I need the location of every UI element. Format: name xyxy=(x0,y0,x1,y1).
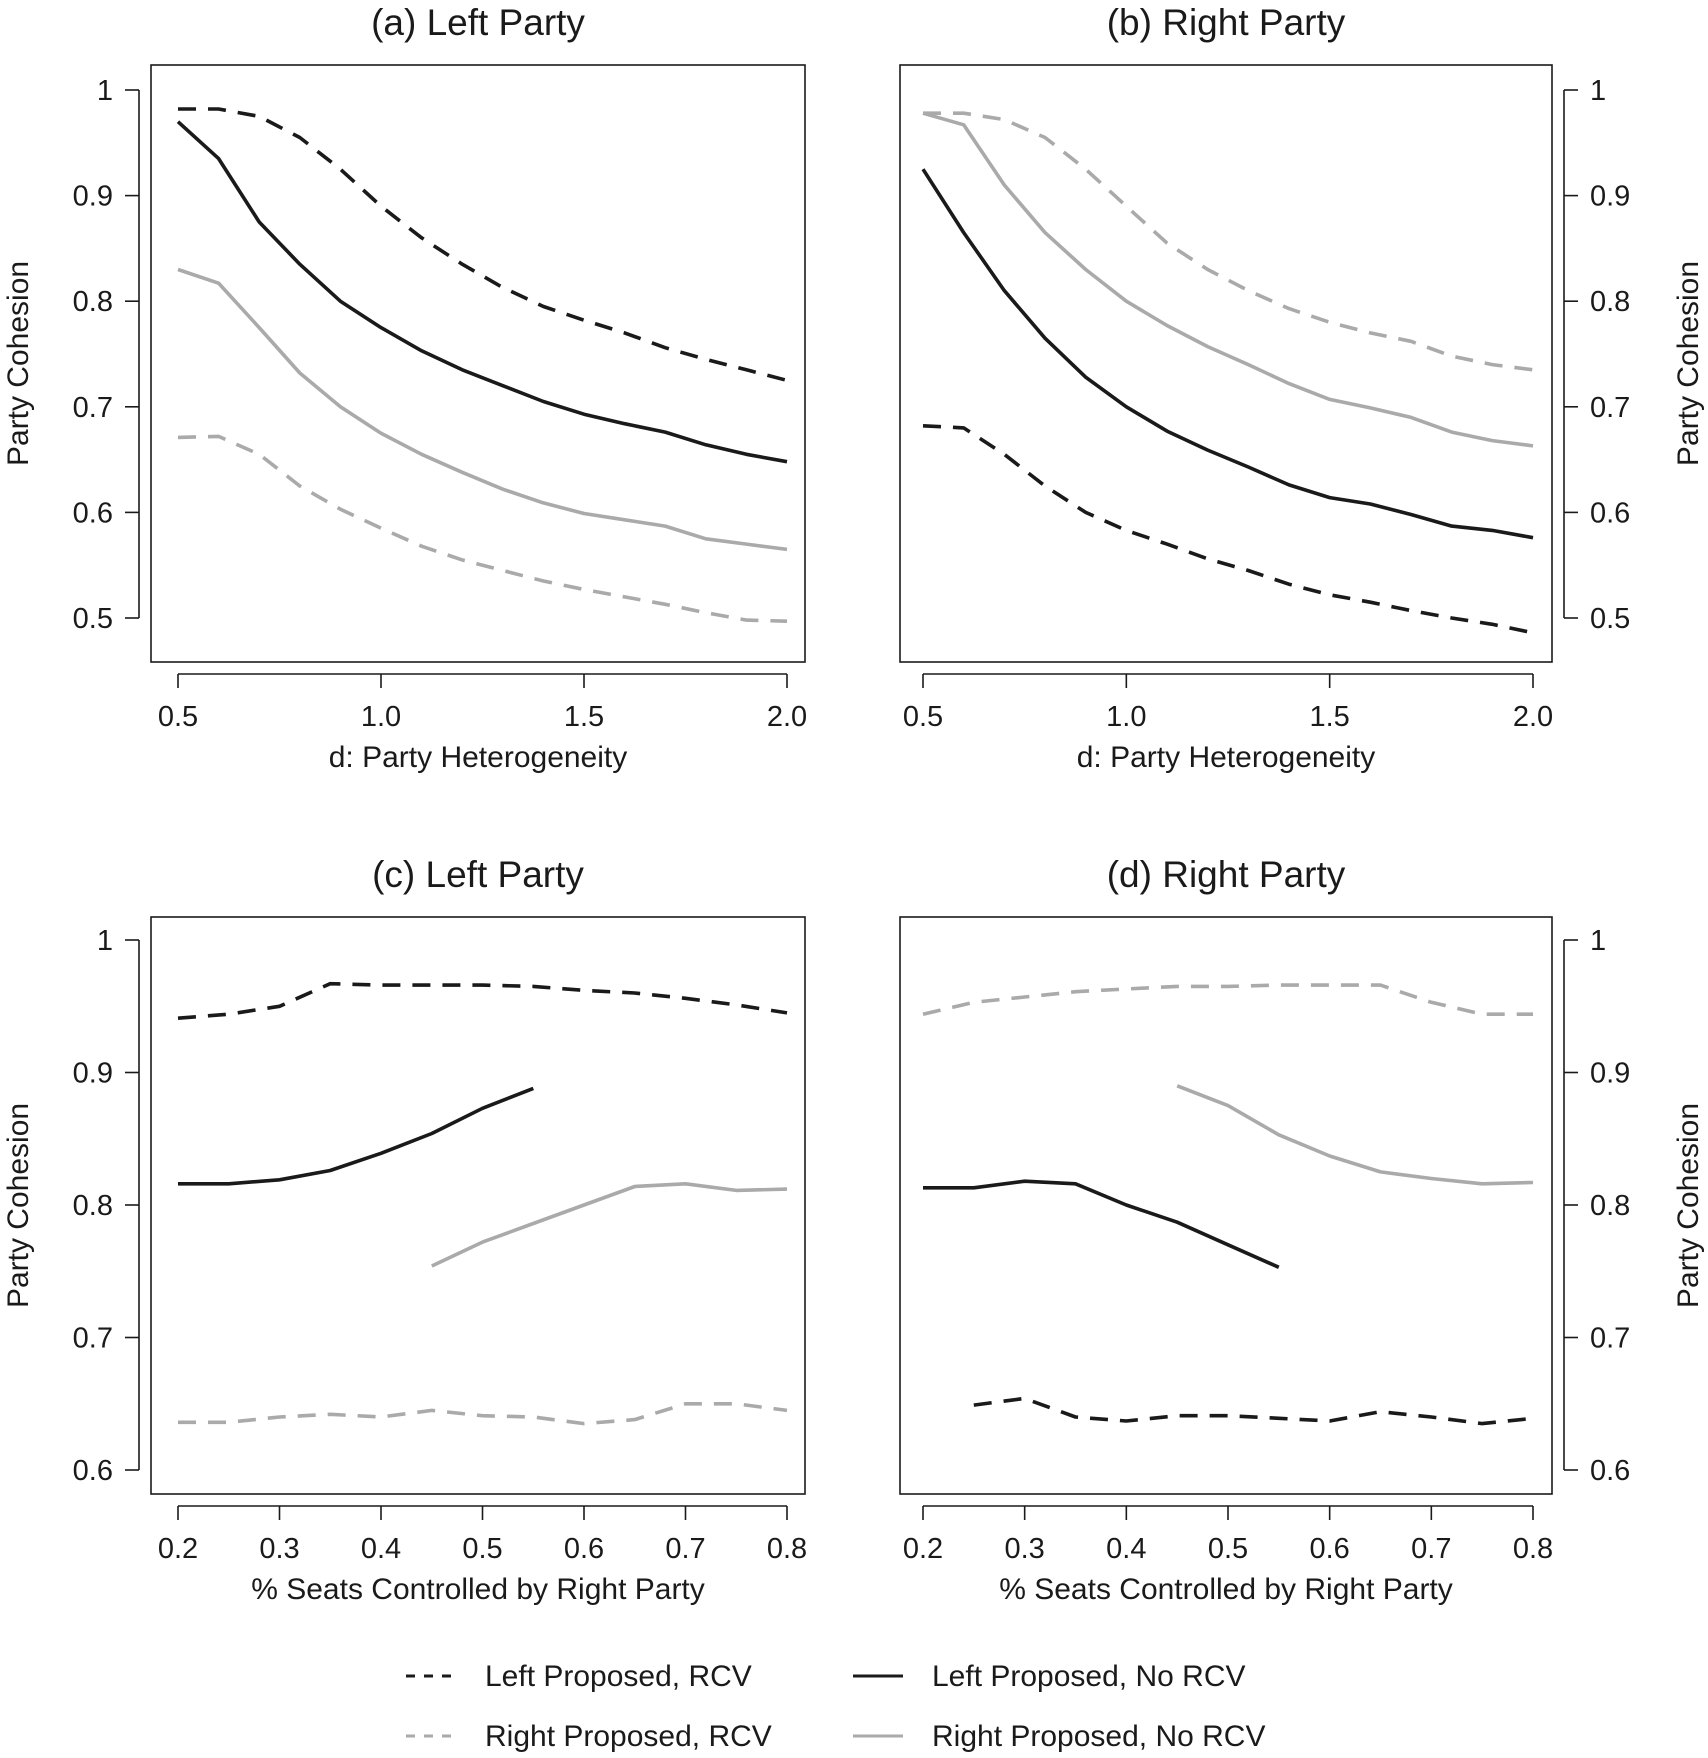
series-line-left-proposed-no-rcv xyxy=(921,168,1534,540)
y-tick-label: 0.8 xyxy=(73,1190,113,1222)
series-line-left-proposed-rcv xyxy=(177,981,788,1020)
x-tick-label: 0.5 xyxy=(158,701,198,733)
chart-title: (a) Left Party xyxy=(371,2,585,43)
chart-title: (b) Right Party xyxy=(1107,2,1346,43)
y-tick-label: 1 xyxy=(1590,925,1606,957)
x-tick-label: 1.5 xyxy=(1310,701,1350,733)
y-tick-label: 0.7 xyxy=(1590,1323,1630,1355)
x-axis-label: % Seats Controlled by Right Party xyxy=(999,1573,1453,1606)
y-tick-label: 0.7 xyxy=(1590,392,1630,424)
plot-frame xyxy=(150,916,806,1495)
series-line-right-proposed-rcv xyxy=(922,983,1533,1017)
y-tick-label: 1 xyxy=(1590,75,1606,107)
legend-label: Left Proposed, RCV xyxy=(485,1660,752,1693)
x-tick-label: 0.4 xyxy=(1106,1533,1146,1565)
legend-label: Right Proposed, RCV xyxy=(485,1720,772,1753)
y-tick-label: 0.8 xyxy=(73,286,113,318)
plot-frame xyxy=(150,64,806,663)
y-tick-label: 0.6 xyxy=(1590,497,1630,529)
panel-c: (c) Left Party 0.2 0.3 0.4 0.5 0.6 0.7 0.8 % Sea… xyxy=(2,854,807,1606)
x-tick-label: 0.7 xyxy=(1411,1533,1451,1565)
y-tick-label: 0.7 xyxy=(73,1323,113,1355)
series-line-left-proposed-no-rcv xyxy=(176,120,788,464)
x-tick-label: 0.8 xyxy=(1513,1533,1553,1565)
y-tick-label: 0.9 xyxy=(73,1058,113,1090)
x-tick-label: 0.2 xyxy=(903,1533,943,1565)
x-tick-label: 0.3 xyxy=(1005,1533,1045,1565)
plot-frame xyxy=(899,916,1553,1495)
x-axis-label: d: Party Heterogeneity xyxy=(1077,741,1376,774)
y-tick-label: 1 xyxy=(97,75,113,107)
y-axis-label: Party Cohesion xyxy=(1672,261,1705,466)
chart-title: (c) Left Party xyxy=(372,854,584,895)
x-axis-label: % Seats Controlled by Right Party xyxy=(251,1573,705,1606)
series-line-left-proposed-no-rcv xyxy=(923,1179,1280,1269)
series-line-right-proposed-no-rcv xyxy=(1176,1084,1534,1186)
x-tick-label: 0.5 xyxy=(903,701,943,733)
y-tick-label: 0.7 xyxy=(73,392,113,424)
legend-label: Left Proposed, No RCV xyxy=(932,1660,1246,1693)
legend-label: Right Proposed, No RCV xyxy=(932,1720,1266,1753)
series-line-right-proposed-no-rcv xyxy=(177,267,788,552)
y-tick-label: 0.8 xyxy=(1590,1190,1630,1222)
x-tick-label: 0.6 xyxy=(564,1533,604,1565)
series-line-right-proposed-rcv xyxy=(178,1402,788,1426)
x-tick-label: 2.0 xyxy=(1513,701,1553,733)
y-tick-label: 0.6 xyxy=(1590,1455,1630,1487)
y-tick-label: 0.9 xyxy=(73,181,113,213)
series-line-right-proposed-no-rcv xyxy=(922,111,1534,448)
plot-frame xyxy=(899,64,1553,663)
y-tick-label: 0.5 xyxy=(73,603,113,635)
x-tick-label: 0.4 xyxy=(361,1533,401,1565)
panel-d: (d) Right Party 0.2 0.3 0.4 0.5 0.6 0.7 0.8 % Se… xyxy=(899,854,1705,1606)
panel-a: (a) Left Party 0.5 1.0 1.5 2.0 d: Party Heter… xyxy=(2,2,807,774)
x-tick-label: 0.5 xyxy=(1208,1533,1248,1565)
y-tick-label: 0.9 xyxy=(1590,181,1630,213)
legend: Left Proposed, RCV Left Proposed, No RCV R… xyxy=(406,1660,1266,1753)
x-tick-label: 0.7 xyxy=(665,1533,705,1565)
y-tick-label: 0.6 xyxy=(73,497,113,529)
x-axis-label: d: Party Heterogeneity xyxy=(329,741,628,774)
series-line-right-proposed-no-rcv xyxy=(431,1182,788,1268)
panel-b: (b) Right Party 0.5 1.0 1.5 2.0 d: Party Hete… xyxy=(899,2,1705,774)
series-line-left-proposed-rcv xyxy=(922,424,1534,635)
x-tick-label: 1.5 xyxy=(564,701,604,733)
y-axis-label: Party Cohesion xyxy=(2,1103,35,1308)
y-axis-label: Party Cohesion xyxy=(2,261,35,466)
y-tick-label: 0.5 xyxy=(1590,603,1630,635)
series-line-left-proposed-no-rcv xyxy=(178,1086,534,1186)
y-tick-label: 0.8 xyxy=(1590,286,1630,318)
series-line-left-proposed-rcv xyxy=(973,1396,1534,1426)
x-tick-label: 0.5 xyxy=(462,1533,502,1565)
x-tick-label: 0.6 xyxy=(1310,1533,1350,1565)
chart-title: (d) Right Party xyxy=(1107,854,1346,895)
x-tick-label: 0.2 xyxy=(158,1533,198,1565)
series-line-right-proposed-rcv xyxy=(177,434,788,623)
series-line-left-proposed-rcv xyxy=(178,107,788,383)
x-tick-label: 1.0 xyxy=(361,701,401,733)
y-tick-label: 0.6 xyxy=(73,1455,113,1487)
y-tick-label: 1 xyxy=(97,925,113,957)
x-tick-label: 0.3 xyxy=(259,1533,299,1565)
y-tick-label: 0.9 xyxy=(1590,1058,1630,1090)
x-tick-label: 2.0 xyxy=(767,701,807,733)
y-axis-label: Party Cohesion xyxy=(1672,1103,1705,1308)
x-tick-label: 0.8 xyxy=(767,1533,807,1565)
x-tick-label: 1.0 xyxy=(1106,701,1146,733)
series-line-right-proposed-rcv xyxy=(923,111,1534,372)
